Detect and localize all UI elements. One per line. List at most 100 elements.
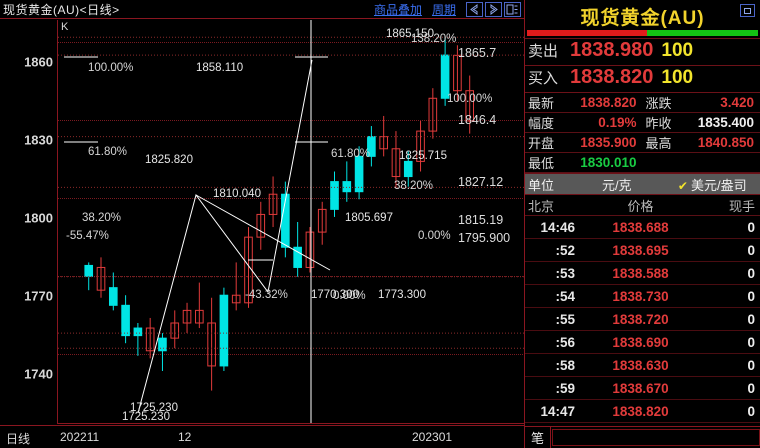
tick-volume: 0 bbox=[747, 219, 755, 235]
quote-footer: 笔 bbox=[525, 426, 760, 448]
tick-col-volume: 现手 bbox=[728, 198, 755, 214]
tick-col-price: 价格 bbox=[627, 198, 654, 214]
tick-time: :54 bbox=[555, 288, 575, 304]
k-chart-label: K bbox=[61, 21, 69, 33]
annotation-fib-000-right: 0.00% bbox=[418, 230, 451, 242]
stat-value: 1838.820 bbox=[580, 95, 637, 110]
check-icon: ✔ bbox=[677, 178, 688, 193]
tick-price: 1838.695 bbox=[612, 242, 669, 258]
bid-label: 买入 bbox=[528, 70, 559, 87]
annotation-price-1805697: 1805.697 bbox=[345, 212, 393, 224]
annotation-fib-382-right: 38.20% bbox=[394, 180, 434, 192]
unit-label: 单位 bbox=[528, 177, 555, 193]
tick-volume: 0 bbox=[747, 334, 755, 350]
quote-stats-grid: 最新 1838.820 涨跌 3.420 幅度 0.19% 昨收 1835.400 开盘… bbox=[525, 93, 760, 174]
annotation-fib-100: 100.00% bbox=[447, 93, 493, 105]
y-tick: 1830 bbox=[24, 132, 53, 148]
tick-time: 14:47 bbox=[540, 403, 575, 419]
y-tick: 1860 bbox=[24, 54, 53, 70]
grid-line bbox=[58, 198, 524, 199]
y-tick: 1770 bbox=[24, 288, 53, 304]
unit-option-usd-ounce-label: 美元/盎司 bbox=[690, 177, 747, 193]
annotation-price-1858: 1858.110 bbox=[196, 62, 244, 74]
chart-nav-icons bbox=[466, 1, 521, 17]
annotation-price-1725230-b: 1725.230 bbox=[122, 411, 170, 423]
right-scale-value: 1815.19 bbox=[458, 213, 504, 227]
annotation-price-1773300: 1773.300 bbox=[378, 289, 426, 301]
chart-plot-area[interactable]: K 1865.150 1 bbox=[57, 20, 524, 424]
y-tick: 1800 bbox=[24, 210, 53, 226]
tick-volume: 0 bbox=[747, 242, 755, 258]
right-scale-value: 1865.7 bbox=[458, 46, 497, 60]
quote-title-bar: 现货黄金(AU) bbox=[525, 0, 760, 30]
x-tick: 202211 bbox=[60, 430, 100, 444]
bid-row[interactable]: 买入 1838.820 100 bbox=[525, 66, 760, 93]
tick-row[interactable]: :56 1838.690 0 bbox=[525, 331, 760, 354]
annotation-price-1825820: 1825.820 bbox=[145, 154, 193, 166]
period-link[interactable]: 周期 bbox=[431, 2, 456, 17]
unit-option-usd-ounce[interactable]: ✔ 美元/盎司 bbox=[665, 175, 760, 194]
overlay-link[interactable]: 商品叠加 bbox=[373, 2, 422, 17]
buy-sell-ratio-bar bbox=[527, 30, 758, 36]
unit-option-cny-gram[interactable]: 元/克 bbox=[601, 177, 632, 193]
tick-row[interactable]: :58 1838.630 0 bbox=[525, 354, 760, 377]
tick-time: 14:46 bbox=[540, 219, 575, 235]
chart-toolbar: 现货黄金(AU)<日线> 商品叠加 周期 bbox=[0, 0, 524, 19]
annotation-fib-618-left: 61.80% bbox=[331, 148, 371, 160]
tick-row[interactable]: :52 1838.695 0 bbox=[525, 239, 760, 262]
tick-time: :53 bbox=[555, 265, 575, 281]
tick-volume: 0 bbox=[747, 357, 755, 373]
tick-row[interactable]: :59 1838.670 0 bbox=[525, 377, 760, 400]
tick-row[interactable]: :53 1838.588 0 bbox=[525, 262, 760, 285]
stat-value: 1835.900 bbox=[580, 135, 637, 150]
tick-time: :55 bbox=[555, 311, 575, 327]
tick-price: 1838.690 bbox=[612, 334, 669, 350]
stat-key: 开盘 bbox=[528, 136, 555, 151]
tick-volume: 0 bbox=[747, 265, 755, 281]
tick-time: :59 bbox=[555, 380, 575, 396]
stat-value: 1830.010 bbox=[580, 155, 637, 170]
tick-row[interactable]: :54 1838.730 0 bbox=[525, 285, 760, 308]
tick-row[interactable]: :55 1838.720 0 bbox=[525, 308, 760, 331]
bid-ask-block: 卖出 1838.980 100 买入 1838.820 100 bbox=[525, 38, 760, 93]
ask-price: 1838.980 bbox=[570, 39, 654, 61]
annotation-fib-neg4332: -43.32% bbox=[245, 289, 288, 301]
right-scale-value: 1795.900 bbox=[458, 231, 511, 245]
grid-line bbox=[58, 276, 524, 277]
chart-right-scale: 1865.7 1846.4 1827.12 1815.19 1795.900 bbox=[458, 20, 528, 424]
ask-row[interactable]: 卖出 1838.980 100 bbox=[525, 39, 760, 66]
tick-time: :58 bbox=[555, 357, 575, 373]
annotation-fib-138: 138.20% bbox=[411, 33, 457, 45]
tab-tick-list[interactable]: 笔 bbox=[525, 427, 552, 448]
tick-time: :52 bbox=[555, 242, 575, 258]
tick-row[interactable]: 14:47 1838.820 0 bbox=[525, 400, 760, 423]
tick-row[interactable]: 14:46 1838.688 0 bbox=[525, 216, 760, 239]
arrow-left-icon[interactable] bbox=[466, 1, 483, 17]
annotation-price-1810040: 1810.040 bbox=[213, 188, 261, 200]
annotation-price-1725230-a: 1725.230 bbox=[130, 402, 178, 414]
tick-table-header: 北京 价格 现手 bbox=[525, 195, 760, 216]
chart-pane: 现货黄金(AU)<日线> 商品叠加 周期 1860 bbox=[0, 0, 524, 448]
tick-volume: 0 bbox=[747, 288, 755, 304]
grid-line bbox=[58, 354, 524, 355]
tick-table-body[interactable]: 14:46 1838.688 0:52 1838.695 0:53 1838.588 0:5… bbox=[525, 216, 760, 423]
right-scale-value: 1827.12 bbox=[458, 175, 504, 189]
quote-title: 现货黄金(AU) bbox=[580, 8, 705, 29]
stat-key: 幅度 bbox=[528, 116, 555, 131]
stat-value: 3.420 bbox=[720, 95, 754, 110]
ask-quantity: 100 bbox=[661, 40, 694, 61]
stat-key: 最低 bbox=[528, 156, 555, 171]
chart-y-axis: 1860 1830 1800 1770 1740 bbox=[0, 20, 57, 424]
layout-split-icon[interactable] bbox=[504, 1, 521, 17]
arrow-right-icon[interactable] bbox=[485, 1, 502, 17]
tick-price: 1838.820 bbox=[612, 403, 669, 419]
stat-key: 昨收 bbox=[645, 116, 672, 131]
annotation-price-high: 1865.150 bbox=[386, 28, 434, 40]
annotation-fib-000: 0.00% bbox=[333, 290, 366, 302]
stat-key: 最高 bbox=[645, 136, 672, 151]
tick-volume: 0 bbox=[747, 311, 755, 327]
restore-window-icon[interactable] bbox=[740, 4, 755, 17]
stat-row: 最低 1830.010 bbox=[525, 153, 760, 173]
stat-row: 幅度 0.19% 昨收 1835.400 bbox=[525, 113, 760, 133]
